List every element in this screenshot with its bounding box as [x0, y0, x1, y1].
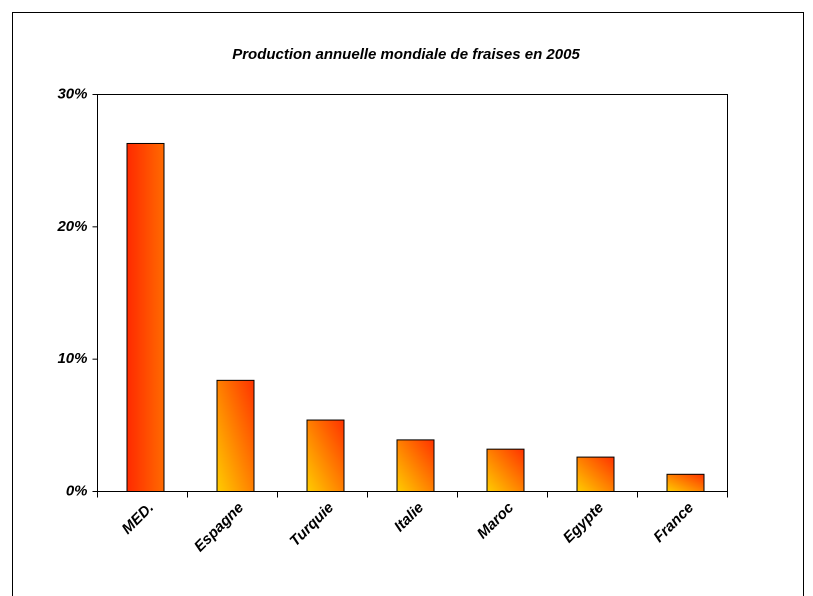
chart-title: Production annuelle mondiale de fraises … [232, 46, 580, 63]
bar [306, 419, 345, 493]
y-tick-label: 20% [56, 218, 87, 235]
x-tick-label: Turquie [286, 499, 337, 550]
x-tick-label: Italie [391, 499, 427, 535]
x-tick-label: Maroc [474, 499, 518, 543]
x-tick-label: MED. [119, 499, 158, 538]
bar [396, 439, 435, 493]
x-tick-label: Egypte [560, 499, 607, 546]
x-tick-label: France [650, 499, 697, 546]
chart-border [12, 12, 804, 596]
y-tick-label: 0% [66, 482, 88, 499]
y-tick-label: 30% [57, 85, 87, 102]
bar [486, 448, 525, 492]
bar [666, 473, 705, 492]
y-tick-label: 10% [57, 350, 87, 367]
bar [576, 456, 615, 492]
bar [216, 379, 255, 492]
plot-area [97, 94, 728, 492]
x-tick-label: Espagne [191, 499, 247, 555]
bar [126, 142, 165, 492]
